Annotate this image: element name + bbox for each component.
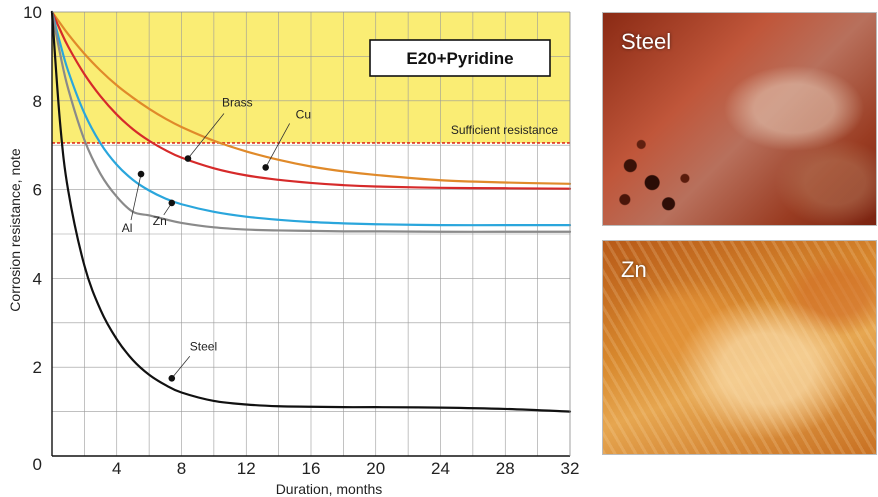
y-tick-label: 10	[23, 3, 42, 22]
series-line-cu	[50, 10, 572, 190]
series-line-brass	[50, 10, 572, 185]
series-line-steel	[50, 10, 572, 413]
series-label-cu: Cu	[296, 107, 311, 121]
x-tick-label: 8	[177, 459, 186, 478]
y-tick-label: 6	[33, 181, 42, 200]
marker-al	[137, 170, 145, 178]
y-tick-label: 2	[33, 358, 42, 377]
leader-brass	[187, 113, 225, 159]
steel-sample-photo: Steel	[602, 12, 877, 226]
series-line-al	[50, 10, 572, 227]
corrosion-chart: Sufficient resistance 4 8 12 16 20 24 28 320246…	[7, 3, 580, 497]
leader-al	[130, 173, 142, 221]
marker-steel	[168, 375, 176, 382]
leader-cu	[265, 123, 291, 168]
series-label-al: Al	[122, 221, 133, 235]
threshold-label: Sufficient resistance	[451, 123, 558, 137]
y-tick-label: 8	[33, 92, 42, 111]
marker-zn	[168, 199, 176, 207]
series-label-zn: Zn	[153, 214, 167, 228]
zn-photo-label: Zn	[621, 257, 647, 282]
marker-cu	[262, 164, 269, 171]
y-axis-title: Corrosion resistance, note	[7, 148, 23, 312]
x-tick-label: 4	[112, 459, 121, 478]
x-axis-title: Duration, months	[276, 481, 383, 497]
marker-brass	[184, 155, 192, 162]
y-tick-label: 4	[33, 269, 42, 288]
x-tick-label: 12	[237, 459, 256, 478]
title-box	[369, 39, 551, 77]
x-tick-label: 32	[561, 459, 580, 478]
y-tick-label: 0	[33, 455, 42, 474]
leader-steel	[171, 356, 191, 379]
x-tick-label: 20	[366, 459, 385, 478]
x-tick-label: 24	[431, 459, 450, 478]
zn-sample-photo: Zn	[602, 240, 877, 455]
series-line-zn	[50, 10, 572, 233]
series-label-brass: Brass	[222, 96, 253, 110]
x-tick-label: 28	[496, 459, 515, 478]
chart-title: E20+Pyridine	[406, 49, 513, 68]
x-tick-label: 16	[302, 459, 321, 478]
series-label-steel: Steel	[190, 339, 217, 353]
steel-photo-label: Steel	[621, 29, 672, 54]
